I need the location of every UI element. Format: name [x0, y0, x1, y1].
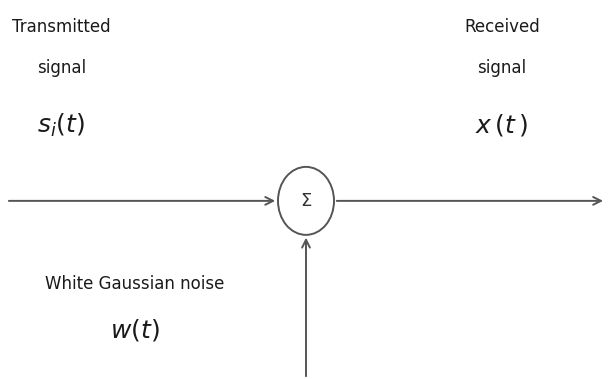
Text: signal: signal	[37, 59, 86, 77]
Text: $w(t)$: $w(t)$	[110, 317, 160, 343]
Ellipse shape	[278, 167, 334, 235]
Text: Received: Received	[464, 17, 540, 36]
Text: $s_i(t)$: $s_i(t)$	[37, 111, 85, 139]
Text: $\Sigma$: $\Sigma$	[300, 192, 312, 210]
Text: White Gaussian noise: White Gaussian noise	[45, 275, 225, 293]
Text: $x\,(t\,)$: $x\,(t\,)$	[476, 112, 528, 138]
Text: Transmitted: Transmitted	[12, 17, 111, 36]
Text: signal: signal	[477, 59, 526, 77]
